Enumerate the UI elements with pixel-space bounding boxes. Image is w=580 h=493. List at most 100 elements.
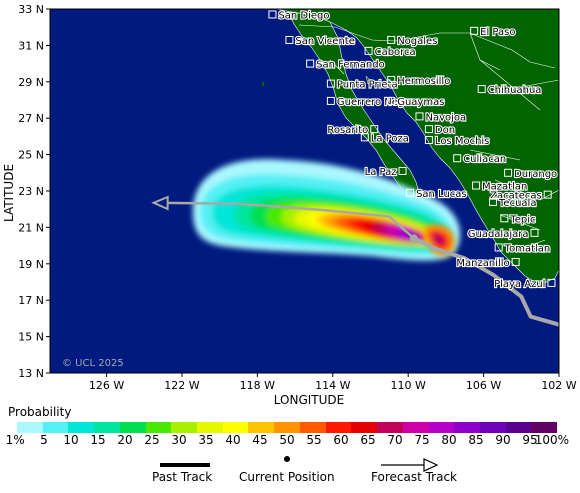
lat-tick-label: 17 N: [18, 294, 44, 307]
lat-tick-label: 15 N: [18, 331, 44, 344]
forecast-arrow-head: [151, 195, 169, 211]
probability-swath: [193, 159, 461, 261]
city-label: Manzanillo: [456, 258, 509, 269]
legend-swatch: [531, 422, 558, 433]
track-key: [160, 456, 439, 472]
city-label: Mazatlan: [482, 182, 527, 193]
city-marker: [424, 125, 433, 134]
legend-swatch: [428, 422, 455, 433]
current-position-marker: [409, 234, 418, 243]
lon-tick-label: 110 W: [390, 379, 425, 392]
city-label: Nogales: [397, 36, 437, 47]
legend-label: 55: [306, 433, 322, 447]
city-marker: [500, 214, 509, 223]
legend-label: 50: [279, 433, 295, 447]
legend-label: 1%: [5, 433, 25, 447]
legend-label: 100%: [534, 433, 570, 447]
legend-swatch: [248, 422, 275, 433]
city-marker: [326, 79, 335, 88]
lon-tick-label: 102 W: [541, 379, 576, 392]
city-marker: [387, 96, 396, 105]
island: [365, 75, 371, 85]
longitude-ticks: 126 W 122 W 118 W 114 W 110 W 106 W 102 W: [89, 373, 577, 392]
lon-tick-label: 106 W: [466, 379, 501, 392]
legend-label: 10: [63, 433, 79, 447]
city-marker: [326, 96, 335, 105]
city-marker: [306, 59, 315, 68]
borders: [298, 24, 559, 251]
legend-swatch: [17, 422, 43, 433]
city-marker: [530, 228, 539, 237]
city-marker: [424, 136, 433, 145]
city-label: Culiacan: [463, 154, 506, 165]
city-marker: [494, 243, 503, 252]
city-label: Tomatlan: [504, 243, 551, 254]
legend-swatch: [351, 422, 378, 433]
legend-swatch: [299, 422, 326, 433]
city-marker: [489, 197, 498, 206]
city-label: Hermosillo: [397, 76, 450, 87]
city-marker: [285, 35, 294, 44]
legend-swatch: [325, 422, 352, 433]
city-marker: [472, 181, 481, 190]
city-marker: [364, 46, 373, 55]
forecast-track-key-arrow: [423, 458, 439, 472]
legend-swatch: [68, 422, 95, 433]
legend-swatch: [197, 422, 223, 433]
lon-tick-label: 126 W: [89, 379, 124, 392]
forecast-track: [153, 201, 415, 240]
legend-label: 90: [495, 433, 511, 447]
cities: San Diego San Vicente San Fernando Punta Pr…: [268, 9, 558, 291]
mainland: [275, 9, 559, 286]
legend-label: 80: [441, 433, 457, 447]
city-marker: [504, 168, 513, 177]
lat-tick-label: 31 N: [18, 39, 44, 52]
legend-swatch: [454, 422, 480, 433]
lat-tick-label: 19 N: [18, 258, 44, 271]
legend-swatch: [145, 422, 172, 433]
latitude-ticks: 33 N 31 N 29 N 27 N 25 N 23 N 21 N 19 N 17 N 15 N…: [18, 3, 50, 380]
lon-tick-label: 122 W: [164, 379, 199, 392]
city-label: Durango: [514, 169, 557, 180]
city-marker: [370, 125, 379, 134]
legend-label: 15: [90, 433, 106, 447]
probability-color-bar: [17, 422, 558, 433]
city-marker: [387, 75, 396, 84]
city-label: El Paso: [480, 27, 515, 38]
probability-labels: 1% 5 10 15 20 25 30 35 40 45 50 55 60 65 70 75 80 85 90 95 1…: [0, 433, 580, 447]
city-label: Zacatecas: [490, 191, 542, 202]
city-label: San Diego: [278, 10, 329, 21]
legend-swatch: [119, 422, 146, 433]
city-marker: [547, 278, 556, 287]
city-label: Rosarito: [327, 125, 368, 136]
legend-label: 30: [171, 433, 187, 447]
city-marker: [477, 85, 486, 94]
y-axis-label: LATITUDE: [2, 164, 16, 222]
legend-swatch: [94, 422, 120, 433]
legend-label: 5: [40, 433, 48, 447]
lat-tick-label: 23 N: [18, 185, 44, 198]
city-label: Guerrero Negro: [337, 97, 414, 108]
city-label: Guadalajara: [468, 229, 529, 240]
legend-swatch: [377, 422, 403, 433]
current-position-key-dot: [284, 456, 290, 462]
city-label: Tepic: [509, 214, 535, 225]
legend-swatch: [274, 422, 300, 433]
city-label: San Lucas: [416, 189, 467, 200]
city-marker: [398, 166, 407, 175]
past-track: [412, 236, 559, 327]
legend-title: Probability: [8, 405, 72, 419]
city-marker: [268, 10, 277, 19]
legend-label: 75: [414, 433, 430, 447]
city-marker: [406, 188, 415, 197]
legend-label: 35: [198, 433, 214, 447]
legend-label: 70: [387, 433, 403, 447]
legend-label: 60: [333, 433, 349, 447]
lon-tick-label: 118 W: [240, 379, 275, 392]
legend-label: 65: [360, 433, 376, 447]
city-label: Don: [435, 125, 455, 136]
island: [262, 82, 264, 86]
city-marker: [387, 35, 396, 44]
city-marker: [360, 133, 369, 142]
